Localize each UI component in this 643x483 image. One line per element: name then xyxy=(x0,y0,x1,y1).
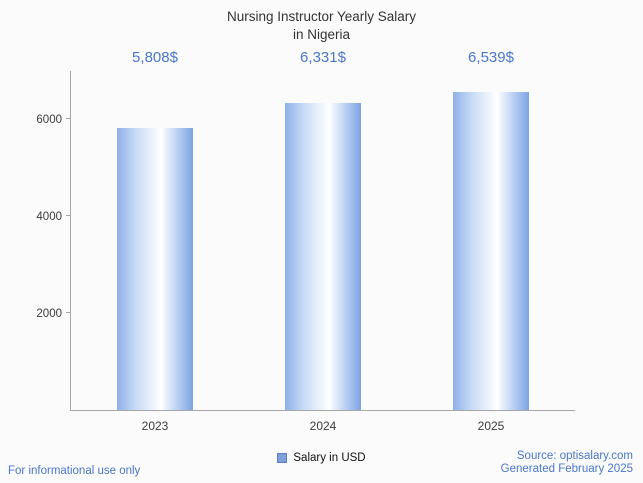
y-axis-tick-label: 2000 xyxy=(36,307,62,320)
bar-group-2024: 6,331$ 2024 xyxy=(285,49,361,433)
y-axis-tick-label: 6000 xyxy=(36,113,62,126)
chart-title-line2: in Nigeria xyxy=(292,26,351,42)
x-axis-label: 2025 xyxy=(477,419,505,433)
bar-value-label: 6,331$ xyxy=(300,49,346,66)
chart-title: Nursing Instructor Yearly Salary in Nige… xyxy=(0,8,643,44)
legend-label: Salary in USD xyxy=(293,452,366,464)
y-axis-tick-label: 4000 xyxy=(36,210,62,223)
y-axis-tick-mark xyxy=(66,311,71,313)
bar-group-2025: 6,539$ 2025 xyxy=(453,49,529,433)
x-axis-label: 2023 xyxy=(141,419,169,433)
legend-swatch-icon xyxy=(277,453,288,463)
plot-area: 2000 4000 6000 5,808$ 2023 6,331$ 2024 6,539$ 2… xyxy=(36,49,575,433)
generated-date: Generated February 2025 xyxy=(500,463,633,476)
bar-2025 xyxy=(453,92,529,410)
bar-group-2023: 5,808$ 2023 xyxy=(117,49,193,433)
bar-2023 xyxy=(117,127,193,410)
legend: Salary in USD xyxy=(0,452,643,464)
y-axis-tick-mark xyxy=(66,117,71,119)
x-axis-label: 2024 xyxy=(309,419,337,433)
bar-value-label: 6,539$ xyxy=(468,49,514,66)
source-link[interactable]: Source: optisalary.com xyxy=(516,449,633,462)
source-info: Source: optisalary.com Generated Februar… xyxy=(501,450,633,477)
disclaimer-text: For informational use only xyxy=(8,465,141,477)
bar-2024 xyxy=(285,102,361,410)
chart-title-line1: Nursing Instructor Yearly Salary xyxy=(226,9,417,24)
y-axis-tick-mark xyxy=(66,214,71,216)
bar-value-label: 5,808$ xyxy=(132,49,178,66)
